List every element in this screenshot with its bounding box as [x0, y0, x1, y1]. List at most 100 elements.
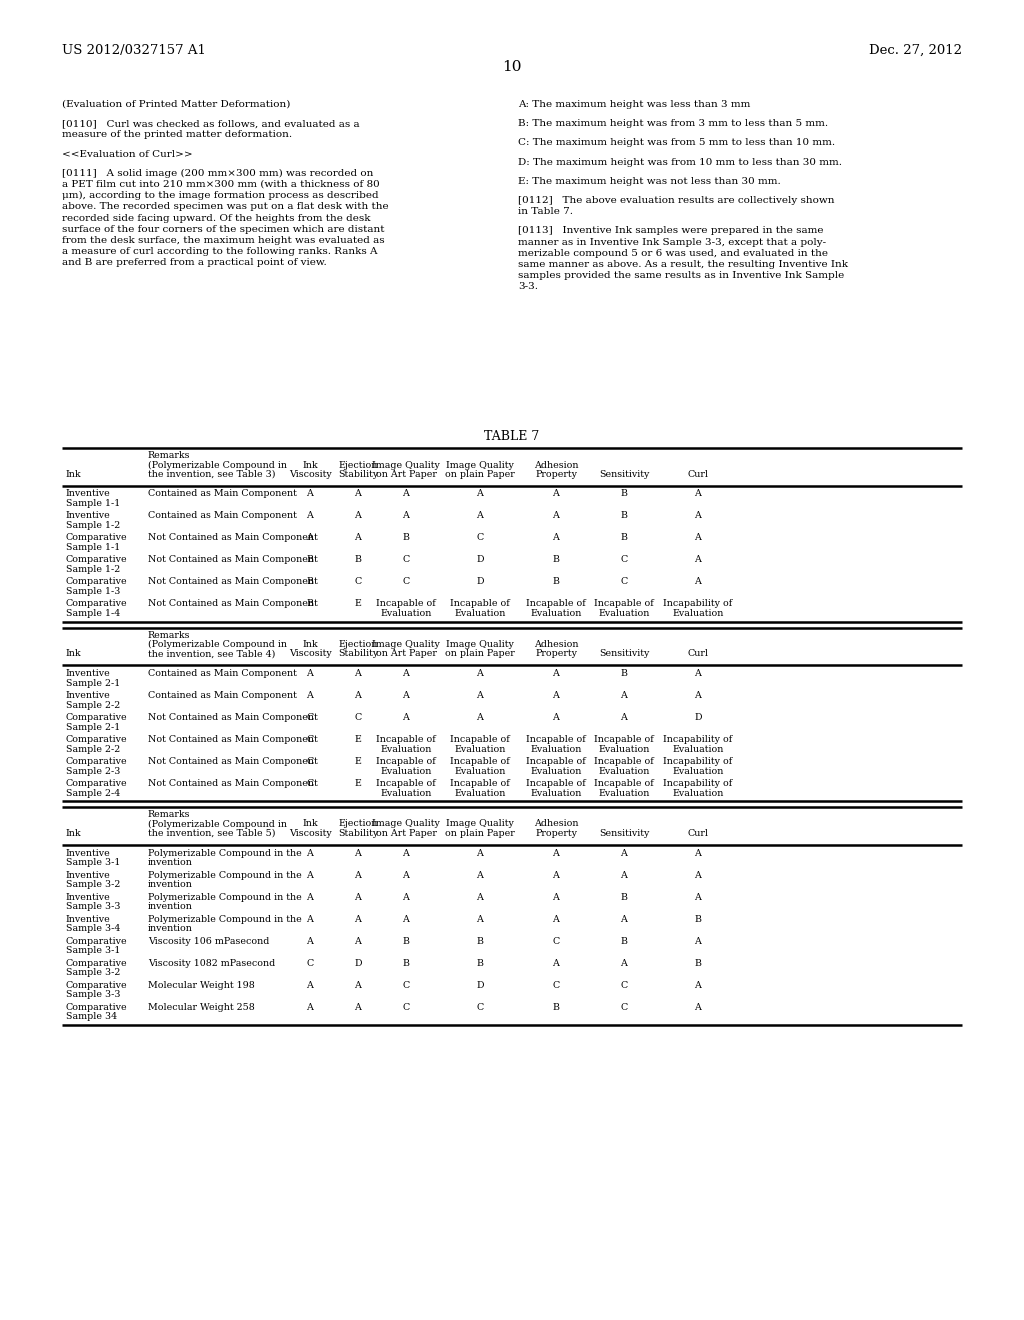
- Text: above. The recorded specimen was put on a flat desk with the: above. The recorded specimen was put on …: [62, 202, 389, 211]
- Text: Property: Property: [535, 829, 577, 838]
- Text: (Polymerizable Compound in: (Polymerizable Compound in: [148, 461, 287, 470]
- Text: A: A: [694, 669, 701, 678]
- Text: [0110]   Curl was checked as follows, and evaluated as a: [0110] Curl was checked as follows, and …: [62, 119, 359, 128]
- Text: measure of the printed matter deformation.: measure of the printed matter deformatio…: [62, 131, 292, 140]
- Text: C: C: [306, 756, 313, 766]
- Text: A: A: [354, 981, 361, 990]
- Text: A: A: [694, 981, 701, 990]
- Text: Remarks: Remarks: [148, 451, 190, 459]
- Text: Viscosity: Viscosity: [289, 829, 332, 838]
- Text: D: D: [476, 981, 483, 990]
- Text: E: The maximum height was not less than 30 mm.: E: The maximum height was not less than …: [518, 177, 780, 186]
- Text: Ink: Ink: [302, 461, 317, 470]
- Text: Image Quality: Image Quality: [372, 820, 440, 829]
- Text: Comparative: Comparative: [66, 981, 128, 990]
- Text: Evaluation: Evaluation: [455, 788, 506, 797]
- Text: TABLE 7: TABLE 7: [484, 430, 540, 444]
- Text: A: A: [306, 892, 313, 902]
- Text: A: A: [621, 915, 628, 924]
- Text: C: C: [402, 981, 410, 990]
- Text: A: A: [476, 870, 483, 879]
- Text: A: A: [402, 669, 410, 678]
- Text: Ejection: Ejection: [338, 461, 378, 470]
- Text: A: A: [306, 870, 313, 879]
- Text: Sample 3-3: Sample 3-3: [66, 990, 121, 999]
- Text: C: C: [621, 578, 628, 586]
- Text: recorded side facing upward. Of the heights from the desk: recorded side facing upward. Of the heig…: [62, 214, 371, 223]
- Text: E: E: [354, 779, 361, 788]
- Text: and B are preferred from a practical point of view.: and B are preferred from a practical poi…: [62, 259, 327, 268]
- Text: A: A: [694, 533, 701, 543]
- Text: Inventive: Inventive: [66, 849, 111, 858]
- Text: Polymerizable Compound in the: Polymerizable Compound in the: [148, 870, 302, 879]
- Text: C: C: [476, 1002, 483, 1011]
- Text: Molecular Weight 198: Molecular Weight 198: [148, 981, 255, 990]
- Text: Ejection: Ejection: [338, 820, 378, 829]
- Text: on Art Paper: on Art Paper: [376, 649, 436, 659]
- Text: C: C: [552, 981, 560, 990]
- Text: Incapable of: Incapable of: [376, 735, 436, 744]
- Text: D: D: [694, 713, 701, 722]
- Text: Image Quality: Image Quality: [372, 461, 440, 470]
- Text: Sample 3-2: Sample 3-2: [66, 968, 121, 977]
- Text: Molecular Weight 258: Molecular Weight 258: [148, 1002, 255, 1011]
- Text: A: A: [306, 1002, 313, 1011]
- Text: C: C: [306, 779, 313, 788]
- Text: Incapable of: Incapable of: [451, 599, 510, 609]
- Text: E: E: [354, 599, 361, 609]
- Text: B: B: [621, 669, 628, 678]
- Text: manner as in Inventive Ink Sample 3-3, except that a poly-: manner as in Inventive Ink Sample 3-3, e…: [518, 238, 826, 247]
- Text: A: A: [354, 870, 361, 879]
- Text: <<Evaluation of Curl>>: <<Evaluation of Curl>>: [62, 149, 193, 158]
- Text: Incapable of: Incapable of: [451, 779, 510, 788]
- Text: Inventive: Inventive: [66, 511, 111, 520]
- Text: Incapable of: Incapable of: [451, 735, 510, 744]
- Text: A: A: [476, 490, 483, 499]
- Text: A: A: [553, 958, 559, 968]
- Text: (Polymerizable Compound in: (Polymerizable Compound in: [148, 640, 287, 649]
- Text: A: A: [306, 490, 313, 499]
- Text: Ink: Ink: [302, 640, 317, 649]
- Text: Ink: Ink: [66, 829, 82, 838]
- Text: A: A: [354, 915, 361, 924]
- Text: surface of the four corners of the specimen which are distant: surface of the four corners of the speci…: [62, 224, 384, 234]
- Text: Not Contained as Main Component: Not Contained as Main Component: [148, 556, 317, 565]
- Text: Not Contained as Main Component: Not Contained as Main Component: [148, 779, 317, 788]
- Text: Evaluation: Evaluation: [598, 609, 649, 618]
- Text: Comparative: Comparative: [66, 958, 128, 968]
- Text: B: B: [621, 490, 628, 499]
- Text: Sample 2-4: Sample 2-4: [66, 788, 120, 797]
- Text: invention: invention: [148, 902, 193, 911]
- Text: invention: invention: [148, 858, 193, 867]
- Text: on plain Paper: on plain Paper: [445, 470, 515, 479]
- Text: C: C: [354, 578, 361, 586]
- Text: samples provided the same results as in Inventive Ink Sample: samples provided the same results as in …: [518, 271, 844, 280]
- Text: Contained as Main Component: Contained as Main Component: [148, 490, 297, 499]
- Text: Adhesion: Adhesion: [534, 640, 579, 649]
- Text: B: B: [306, 578, 313, 586]
- Text: D: D: [476, 578, 483, 586]
- Text: B: B: [621, 511, 628, 520]
- Text: Evaluation: Evaluation: [455, 767, 506, 776]
- Text: B: B: [402, 533, 410, 543]
- Text: μm), according to the image formation process as described: μm), according to the image formation pr…: [62, 191, 379, 201]
- Text: A: A: [621, 690, 628, 700]
- Text: B: B: [354, 556, 361, 565]
- Text: Sample 3-1: Sample 3-1: [66, 858, 121, 867]
- Text: Comparative: Comparative: [66, 713, 128, 722]
- Text: Polymerizable Compound in the: Polymerizable Compound in the: [148, 849, 302, 858]
- Text: A: A: [402, 713, 410, 722]
- Text: A: A: [354, 849, 361, 858]
- Text: B: B: [553, 1002, 559, 1011]
- Text: Comparative: Comparative: [66, 735, 128, 744]
- Text: Sample 2-2: Sample 2-2: [66, 701, 120, 710]
- Text: Incapable of: Incapable of: [376, 779, 436, 788]
- Text: A: A: [621, 958, 628, 968]
- Text: A: A: [694, 936, 701, 945]
- Text: Inventive: Inventive: [66, 915, 111, 924]
- Text: a measure of curl according to the following ranks. Ranks A: a measure of curl according to the follo…: [62, 247, 378, 256]
- Text: Not Contained as Main Component: Not Contained as Main Component: [148, 756, 317, 766]
- Text: Inventive: Inventive: [66, 690, 111, 700]
- Text: Property: Property: [535, 649, 577, 659]
- Text: A: A: [694, 870, 701, 879]
